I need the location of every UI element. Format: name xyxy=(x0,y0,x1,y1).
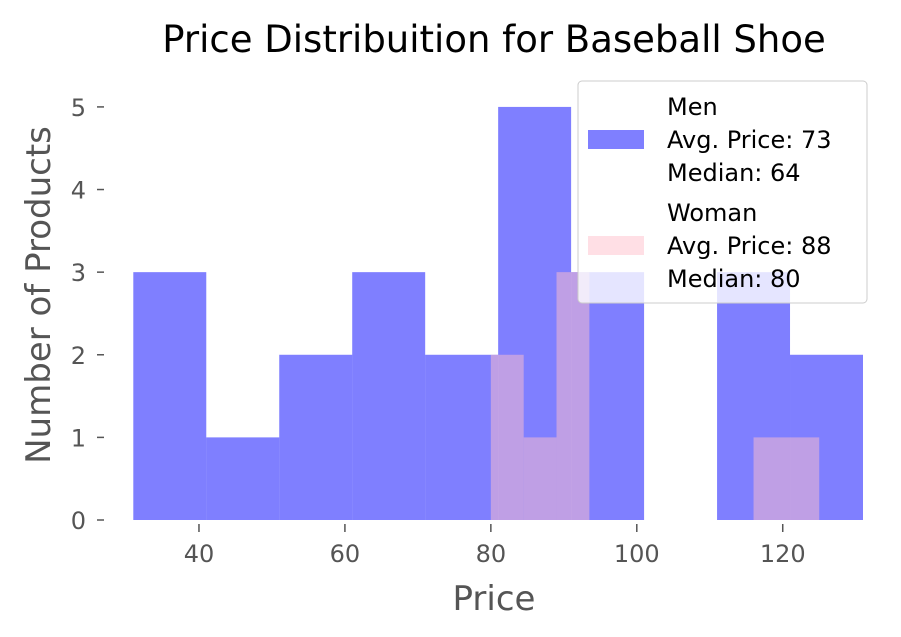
legend-swatch-men xyxy=(588,130,644,149)
x-tick-label-0: 40 xyxy=(184,540,215,568)
bar-woman-1 xyxy=(523,437,557,520)
legend-woman-line-2: Median: 80 xyxy=(667,265,801,293)
y-tick-label-0: 0 xyxy=(71,507,86,535)
x-axis-label: Price xyxy=(453,579,536,619)
x-tick-label-2: 80 xyxy=(476,540,507,568)
legend-woman-line-1: Avg. Price: 88 xyxy=(667,232,832,260)
legend-men-line-1: Avg. Price: 73 xyxy=(667,126,832,154)
bar-men-1 xyxy=(206,437,280,520)
y-tick-label-2: 2 xyxy=(71,342,86,370)
bar-men-4 xyxy=(425,354,499,520)
legend: Men Avg. Price: 73 Median: 64 Woman Avg. Pri… xyxy=(577,80,868,304)
y-tick-label-5: 5 xyxy=(71,94,86,122)
y-axis-ticks: 0 1 2 3 4 5 xyxy=(71,94,104,535)
y-tick-label-3: 3 xyxy=(71,259,86,287)
chart-title: Price Distribuition for Baseball Shoe xyxy=(162,18,825,61)
x-tick-label-1: 60 xyxy=(330,540,361,568)
bars-layer xyxy=(133,106,863,520)
bar-woman-2 xyxy=(556,272,590,520)
bar-woman-4 xyxy=(753,437,820,520)
x-axis-ticks: 40 60 80 100 120 xyxy=(184,524,806,568)
y-tick-label-1: 1 xyxy=(71,424,86,452)
bar-woman-0 xyxy=(490,354,524,520)
legend-men-line-0: Men xyxy=(667,93,718,121)
legend-men-line-2: Median: 64 xyxy=(667,159,801,187)
bar-men-2 xyxy=(279,354,353,520)
x-tick-label-4: 120 xyxy=(760,540,806,568)
x-tick-label-3: 100 xyxy=(614,540,660,568)
legend-box xyxy=(577,80,868,304)
legend-swatch-woman xyxy=(588,236,644,255)
bar-men-3 xyxy=(352,272,426,520)
bar-men-0 xyxy=(133,272,207,520)
y-tick-label-4: 4 xyxy=(71,177,86,205)
legend-woman-line-0: Woman xyxy=(667,199,757,227)
y-axis-label: Number of Products xyxy=(19,126,59,464)
